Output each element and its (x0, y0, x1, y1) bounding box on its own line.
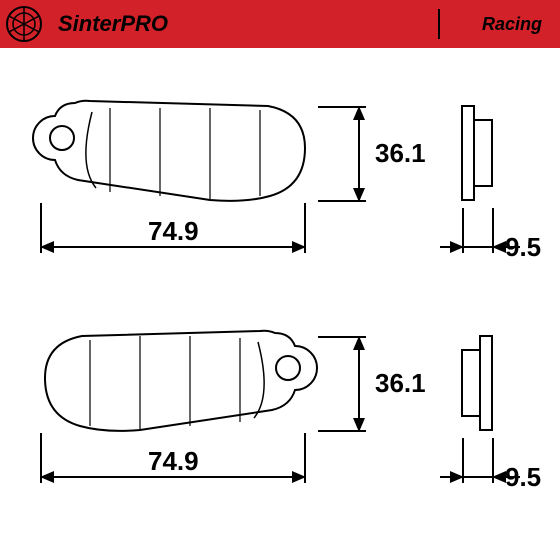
dim-height-bottom: 36.1 (375, 368, 426, 399)
dim-thick-bottom: 9.5 (505, 462, 541, 493)
brand-logo (0, 0, 48, 48)
product-title: SinterPRO (48, 0, 438, 48)
arrow-icon (353, 418, 365, 432)
top-pad-side (454, 98, 504, 208)
arrow-icon (450, 241, 464, 253)
dim-height-top: 36.1 (375, 138, 426, 169)
arrow-icon (492, 471, 506, 483)
arrow-icon (292, 241, 306, 253)
arrow-icon (40, 241, 54, 253)
dim-width-top: 74.9 (148, 216, 199, 247)
top-pad-face (30, 88, 320, 218)
arrow-icon (40, 471, 54, 483)
technical-diagram: 36.1 74.9 9.5 36.1 74.9 (0, 48, 560, 560)
top-pad-group (30, 88, 320, 223)
arrow-icon (353, 188, 365, 202)
arrow-icon (353, 106, 365, 120)
bottom-pad-group (30, 318, 320, 453)
dim-thick-top: 9.5 (505, 232, 541, 263)
arrow-icon (353, 336, 365, 350)
arrow-icon (492, 241, 506, 253)
logo-icon (4, 4, 44, 44)
bottom-pad-face (30, 318, 320, 448)
bottom-pad-side (454, 328, 504, 438)
header-bar: SinterPRO Racing (0, 0, 560, 48)
product-category: Racing (440, 0, 560, 48)
arrow-icon (450, 471, 464, 483)
dim-width-bottom: 74.9 (148, 446, 199, 477)
arrow-icon (292, 471, 306, 483)
